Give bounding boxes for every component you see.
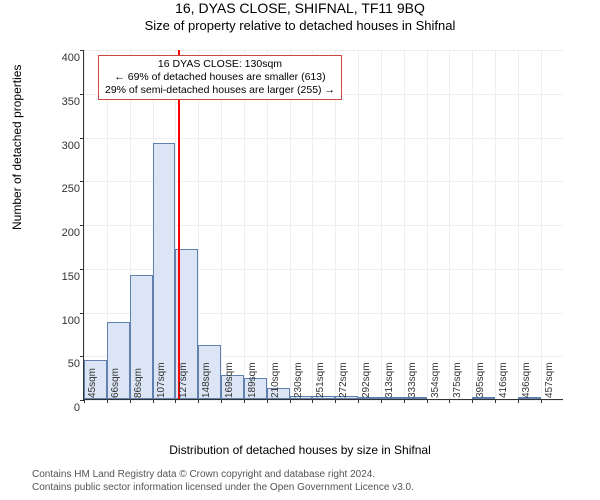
gridline-v xyxy=(381,50,382,399)
footer-line-2: Contains public sector information licen… xyxy=(32,481,414,494)
xtick-label: 169sqm xyxy=(224,362,235,398)
xtick-label: 375sqm xyxy=(452,362,463,398)
gridline-h xyxy=(84,50,563,51)
ytick-label: 50 xyxy=(48,358,80,370)
xtick-mark xyxy=(130,399,131,403)
xtick-label: 333sqm xyxy=(407,362,418,398)
gridline-h xyxy=(84,138,563,139)
gridline-v xyxy=(427,50,428,399)
gridline-v xyxy=(267,50,268,399)
xtick-label: 189sqm xyxy=(247,362,258,398)
xtick-label: 107sqm xyxy=(156,362,167,398)
attribution-footer: Contains HM Land Registry data © Crown c… xyxy=(32,468,414,494)
xtick-mark xyxy=(84,399,85,403)
xtick-mark xyxy=(153,399,154,403)
xtick-label: 251sqm xyxy=(315,362,326,398)
gridline-v xyxy=(472,50,473,399)
xtick-mark xyxy=(198,399,199,403)
plot-area: 050100150200250300350400 xyxy=(83,50,563,400)
xtick-label: 313sqm xyxy=(384,362,395,398)
histogram-bar xyxy=(153,143,176,399)
ytick-label: 150 xyxy=(48,271,80,283)
xtick-mark xyxy=(221,399,222,403)
xtick-label: 148sqm xyxy=(201,362,212,398)
xtick-label: 457sqm xyxy=(544,362,555,398)
xtick-mark xyxy=(175,399,176,403)
footer-line-1: Contains HM Land Registry data © Crown c… xyxy=(32,468,414,481)
gridline-h xyxy=(84,400,563,401)
xtick-mark xyxy=(290,399,291,403)
ytick-label: 250 xyxy=(48,183,80,195)
xtick-mark xyxy=(472,399,473,403)
xtick-label: 66sqm xyxy=(110,368,121,398)
annotation-line-2: ← 69% of detached houses are smaller (61… xyxy=(105,71,335,84)
ytick-label: 400 xyxy=(48,52,80,64)
ytick-label: 0 xyxy=(48,402,80,414)
xtick-mark xyxy=(518,399,519,403)
xtick-label: 416sqm xyxy=(498,362,509,398)
xtick-label: 354sqm xyxy=(430,362,441,398)
gridline-v xyxy=(244,50,245,399)
gridline-v xyxy=(541,50,542,399)
annotation-box: 16 DYAS CLOSE: 130sqm ← 69% of detached … xyxy=(98,55,342,100)
ytick-label: 100 xyxy=(48,315,80,327)
x-axis-label: Distribution of detached houses by size … xyxy=(0,443,600,457)
xtick-label: 272sqm xyxy=(338,362,349,398)
gridline-v xyxy=(84,50,85,399)
reference-line xyxy=(178,50,180,399)
xtick-mark xyxy=(312,399,313,403)
ytick-label: 200 xyxy=(48,227,80,239)
xtick-label: 86sqm xyxy=(133,368,144,398)
xtick-label: 395sqm xyxy=(475,362,486,398)
page-title: 16, DYAS CLOSE, SHIFNAL, TF11 9BQ xyxy=(0,0,600,16)
xtick-label: 436sqm xyxy=(521,362,532,398)
xtick-mark xyxy=(267,399,268,403)
xtick-mark xyxy=(244,399,245,403)
gridline-v xyxy=(290,50,291,399)
xtick-label: 210sqm xyxy=(270,362,281,398)
xtick-mark xyxy=(427,399,428,403)
xtick-label: 230sqm xyxy=(293,362,304,398)
gridline-v xyxy=(404,50,405,399)
xtick-mark xyxy=(358,399,359,403)
gridline-v xyxy=(518,50,519,399)
xtick-mark xyxy=(381,399,382,403)
xtick-label: 45sqm xyxy=(87,368,98,398)
ytick-label: 350 xyxy=(48,96,80,108)
annotation-line-3: 29% of semi-detached houses are larger (… xyxy=(105,84,335,97)
gridline-v xyxy=(449,50,450,399)
gridline-v xyxy=(312,50,313,399)
gridline-v xyxy=(358,50,359,399)
gridline-v xyxy=(335,50,336,399)
xtick-mark xyxy=(335,399,336,403)
xtick-mark xyxy=(107,399,108,403)
xtick-mark xyxy=(541,399,542,403)
y-axis-label: Number of detached properties xyxy=(10,65,24,230)
xtick-mark xyxy=(495,399,496,403)
page-subtitle: Size of property relative to detached ho… xyxy=(0,18,600,33)
ytick-label: 300 xyxy=(48,140,80,152)
xtick-mark xyxy=(404,399,405,403)
xtick-mark xyxy=(449,399,450,403)
xtick-label: 127sqm xyxy=(178,362,189,398)
annotation-line-1: 16 DYAS CLOSE: 130sqm xyxy=(105,58,335,71)
xtick-label: 292sqm xyxy=(361,362,372,398)
gridline-v xyxy=(221,50,222,399)
gridline-v xyxy=(495,50,496,399)
